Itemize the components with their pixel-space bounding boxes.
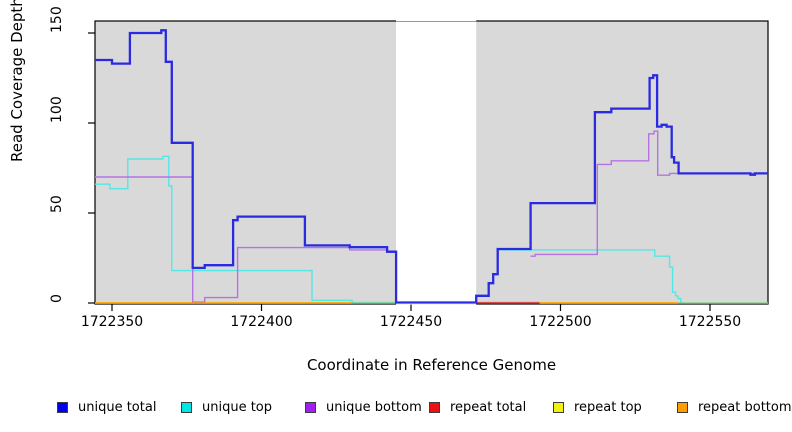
series-line-unique-top [95,155,397,304]
legend-item-unique-total: unique total [57,399,156,415]
series-line-unique-top [497,249,684,304]
legend-item-unique-top: unique top [181,399,272,415]
legend-swatch-icon [181,401,192,413]
legend-label: unique bottom [326,399,422,415]
series-line-unique-bottom [530,130,768,257]
legend-item-repeat-total: repeat total [429,399,526,415]
legend-item-unique-bottom: unique bottom [305,399,422,415]
legend-swatch-icon [553,401,564,413]
legend-label: unique top [202,399,273,415]
legend-swatch-icon [429,401,440,413]
legend-label: unique total [78,399,157,415]
legend-item-repeat-top: repeat top [553,399,642,415]
x-tick-label: 1722450 [379,314,443,330]
legend-label: repeat top [574,399,642,415]
x-axis-title: Coordinate in Reference Genome [306,356,557,374]
legend-swatch-icon [305,401,316,413]
x-tick-label: 1722550 [678,314,742,330]
legend-swatch-icon [677,401,688,413]
gap-band [396,19,477,305]
legend-label: repeat bottom [698,399,792,415]
chart-legend: unique total unique top unique bottom repea… [0,399,792,421]
legend-item-repeat-bottom: repeat bottom [677,399,792,415]
x-tick-label: 1722350 [80,314,144,330]
legend-swatch-icon [57,401,68,413]
legend-label: repeat total [450,399,527,415]
x-tick-label: 1722500 [529,314,592,330]
series-line-unique-total [95,29,768,304]
x-tick-label: 1722400 [230,314,293,330]
